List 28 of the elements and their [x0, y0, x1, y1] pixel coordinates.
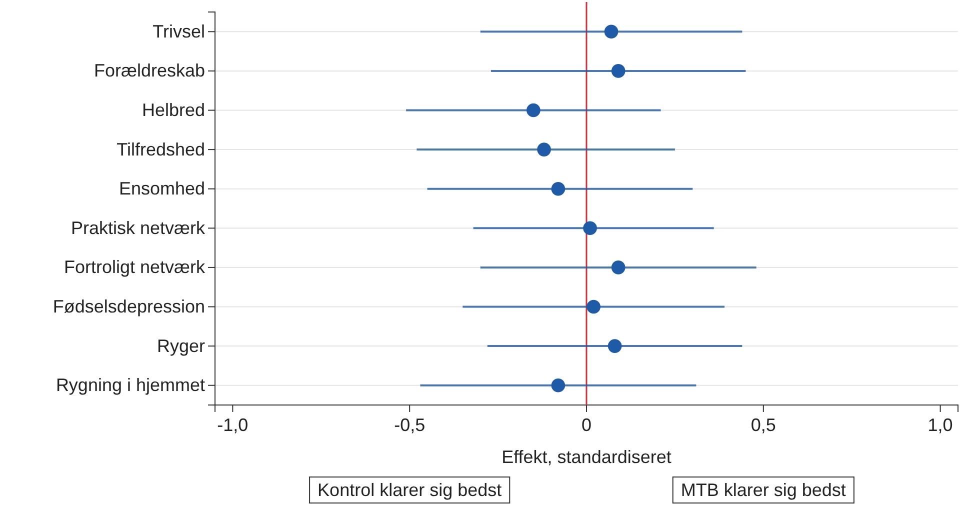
point [611, 64, 626, 78]
x-tick-label: -1,0 [217, 415, 248, 436]
point [608, 339, 622, 353]
y-tick-label: Trivsel [152, 21, 205, 42]
text: MTB klarer sig bedst [680, 480, 846, 500]
x-tick-label: -0,5 [394, 415, 426, 436]
x-tick-label: 0,5 [750, 415, 776, 436]
y-tick-label: Fødselsdepression [52, 296, 205, 317]
y-tick-label: Praktisk netværk [70, 218, 206, 238]
text: Kontrol klarer sig bedst [318, 480, 502, 500]
y-tick-label: Helbred [142, 100, 205, 120]
point [611, 260, 626, 274]
point [551, 182, 566, 196]
y-tick-label: Tilfredshed [116, 139, 205, 160]
point [583, 221, 597, 236]
y-tick-label: Fortroligt netværk [64, 257, 206, 278]
point [537, 142, 551, 156]
point [586, 300, 600, 314]
point [551, 378, 566, 392]
x-tick-label: 1,0 [928, 415, 953, 436]
y-tick-label: Forældreskab [94, 60, 205, 81]
y-tick-label: Rygning i hjemmet [56, 375, 205, 396]
point [604, 24, 618, 39]
x-tick-label: 0 [581, 415, 592, 436]
y-tick-label: Ensomhed [118, 178, 205, 199]
y-tick-label: Ryger [156, 336, 206, 356]
x-axis-title: Effekt, standardiseret [502, 447, 672, 467]
point [526, 103, 540, 118]
